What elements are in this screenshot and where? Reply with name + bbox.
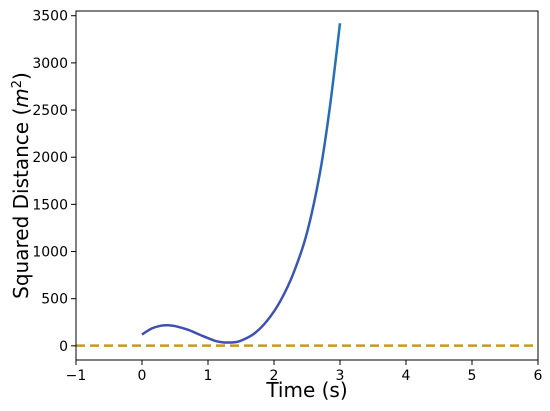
ticks-layer: −1 0 1 2 3 4 5 6 0 500 1000 1500 2000 2500 3000 3500 [32, 9, 542, 384]
distance-curve-line [141, 23, 342, 344]
x-tick-label: 5 [468, 368, 477, 384]
y-axis-label: Squared Distance (m2) [9, 72, 33, 299]
y-tick-label: 3000 [32, 56, 68, 72]
x-tick-label: 0 [138, 368, 147, 384]
y-axis-label-exponent: 2 [10, 80, 25, 88]
x-tick-label: 4 [402, 368, 411, 384]
x-tick-label: 3 [336, 368, 345, 384]
y-tick-label: 3500 [32, 9, 68, 25]
y-axis-label-prefix: Squared Distance ( [9, 108, 33, 299]
y-tick-label: 2000 [32, 150, 68, 166]
y-axis-label-suffix: ) [9, 72, 33, 80]
y-tick-label: 1500 [32, 197, 68, 213]
x-tick-label: 6 [534, 368, 543, 384]
x-tick-label: −1 [66, 368, 87, 384]
y-tick-label: 0 [59, 339, 68, 355]
x-tick-label: 2 [270, 368, 279, 384]
y-tick-label: 2500 [32, 103, 68, 119]
marks-layer [76, 23, 538, 347]
y-tick-label: 500 [41, 292, 68, 308]
x-tick-label: 1 [204, 368, 213, 384]
x-axis-label: Time (s) [265, 378, 347, 402]
y-tick-label: 1000 [32, 245, 68, 261]
y-axis-label-unit: m [9, 88, 33, 107]
plot-frame [75, 10, 539, 361]
